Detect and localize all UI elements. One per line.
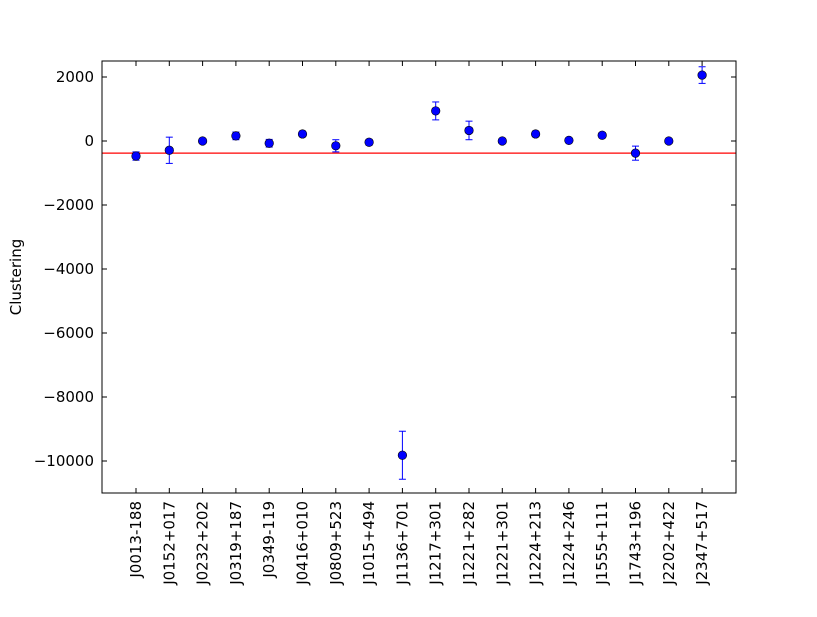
data-point [564,135,574,145]
data-point [364,137,374,147]
x-tick-label: J1224+246 [560,501,578,586]
y-tick-label: 0 [84,132,94,150]
data-point [331,141,341,151]
plot-area: −10000 −8000 −6000 −4000 −2000 0 2000 J0013-188… [34,60,737,586]
x-tick-label: J0152+017 [160,501,178,586]
x-tick-label: J1555+111 [593,501,611,586]
x-tick-label: J0809+523 [327,501,345,586]
x-tick-label: J1217+301 [427,501,445,586]
x-tick-label: J2202+422 [660,501,678,586]
x-tick-label: J0349-119 [260,501,278,579]
x-tick-label: J0319+187 [227,501,245,586]
x-tick-label: J1224+213 [527,501,545,586]
data-point [464,125,474,136]
x-tick-label: J1221+282 [460,501,478,586]
x-tick-label: J2347+517 [693,501,711,586]
plot-frame [101,60,737,494]
x-tick-label: J0013-188 [127,501,145,579]
data-point [198,136,208,146]
y-tick-label: −2000 [43,196,94,214]
x-tick-label: J0232+202 [194,501,212,586]
x-tick-label: J1743+196 [627,501,645,586]
y-tick-label: −6000 [43,324,94,342]
data-point [497,136,507,146]
data-point [297,129,308,139]
y-tick-label: −8000 [43,388,94,406]
data-point [664,136,674,146]
x-tick-label: J0416+010 [294,501,312,586]
data-point [264,138,274,148]
x-tick-label: J1136+701 [393,501,411,586]
y-tick-label: 2000 [56,68,94,86]
y-tick-label: −4000 [43,260,94,278]
data-point [164,145,174,155]
data-point [597,130,607,140]
data-point [397,450,408,460]
data-point [697,70,707,80]
x-tick-label: J1015+494 [360,501,378,586]
data-point [431,106,441,116]
data-point [131,151,141,161]
x-tick-label: J1221+301 [493,501,511,586]
y-axis-label: Clustering [7,239,25,315]
y-tick-label: −10000 [34,452,94,470]
data-point [530,129,541,139]
data-point [231,131,241,141]
data-point [630,148,641,158]
